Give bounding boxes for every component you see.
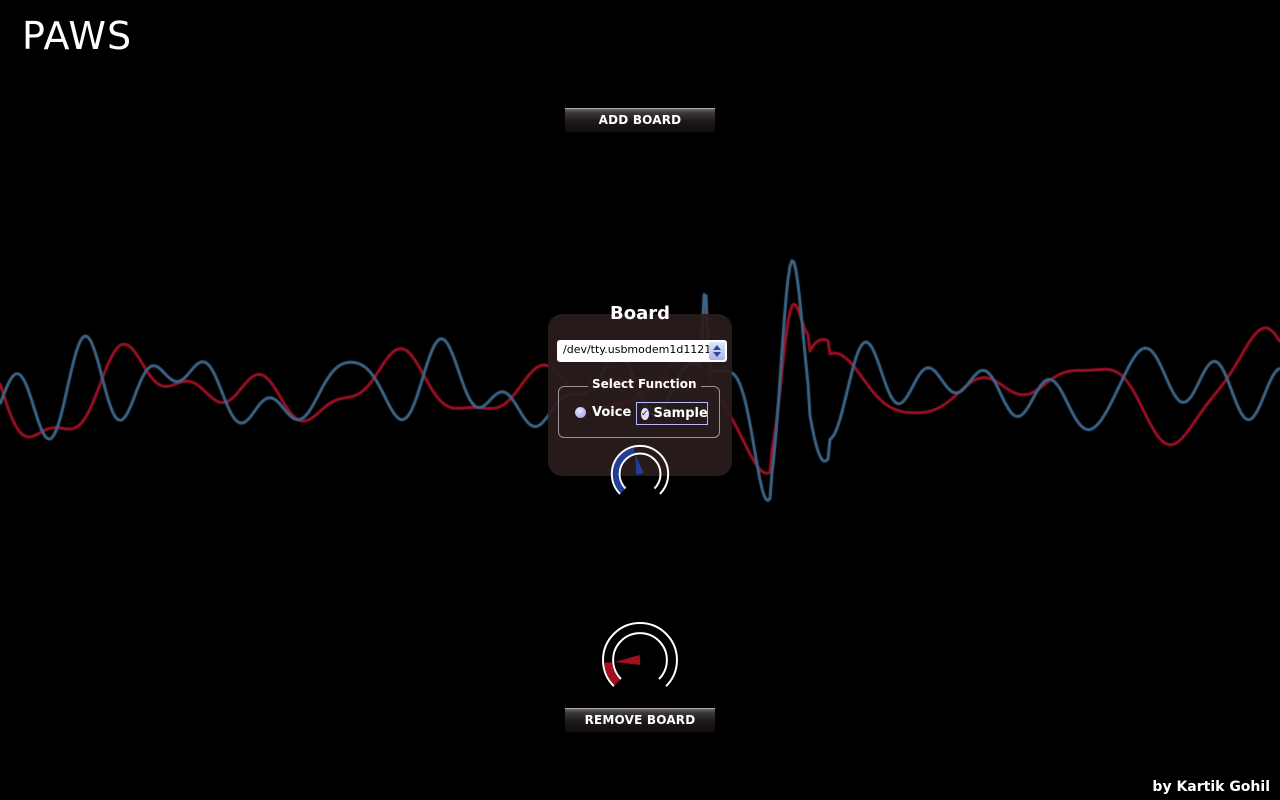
board-gauge-icon — [610, 444, 670, 495]
credit-text: by Kartik Gohil — [1152, 779, 1270, 795]
radio-sample[interactable]: ✓ Sample — [636, 402, 708, 425]
radio-voice-label: Voice — [592, 405, 632, 420]
app-title: PAWS — [22, 14, 133, 58]
select-stepper-icon[interactable] — [709, 342, 725, 360]
add-board-button[interactable]: ADD BOARD — [565, 108, 715, 132]
radio-voice[interactable]: Voice — [575, 405, 631, 420]
radio-unselected-icon — [575, 407, 586, 418]
remove-gauge-icon — [602, 622, 678, 687]
function-legend: Select Function — [588, 377, 701, 391]
port-select[interactable]: /dev/tty.usbmodem1d1121 — [557, 340, 727, 362]
remove-board-button[interactable]: REMOVE BOARD — [565, 708, 715, 732]
radio-selected-check-icon: ✓ — [641, 407, 649, 420]
radio-sample-label: Sample — [653, 406, 708, 421]
board-title: Board — [610, 303, 670, 324]
port-select-value: /dev/tty.usbmodem1d1121 — [563, 343, 712, 356]
